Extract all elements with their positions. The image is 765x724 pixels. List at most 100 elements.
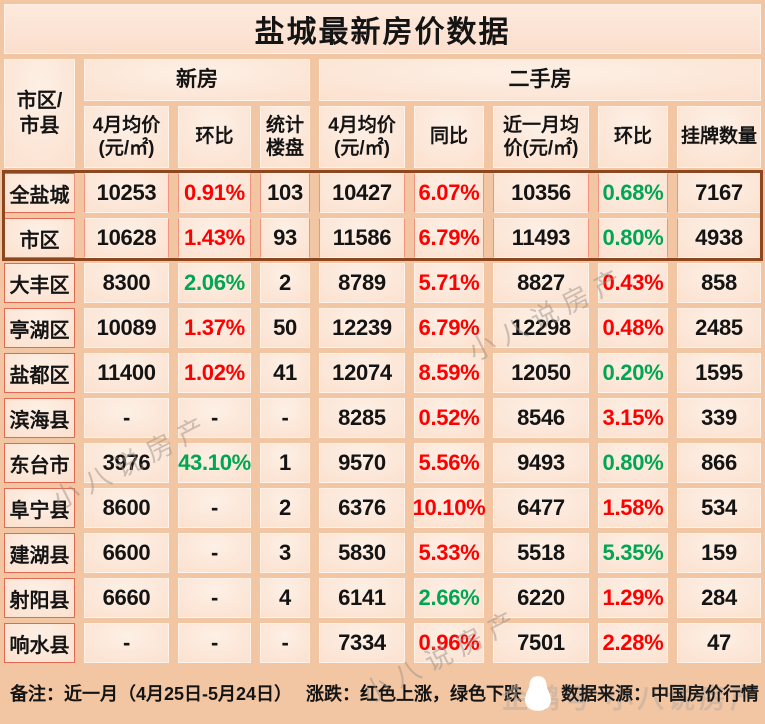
column-header: 近一月均 价(元/㎡) xyxy=(493,106,589,168)
value-cell: 8600 xyxy=(84,488,169,528)
row-label: 市区 xyxy=(4,218,75,258)
value-cell: 9570 xyxy=(319,443,405,483)
value-cell: 4 xyxy=(260,578,310,618)
value-cell: 12050 xyxy=(493,353,589,393)
value-cell: 50 xyxy=(260,308,310,348)
data-source: 数据来源：中国房价行情 xyxy=(522,675,759,711)
value-cell: 3976 xyxy=(84,443,169,483)
value-cell: 8.59% xyxy=(414,353,484,393)
value-cell: 0.80% xyxy=(598,443,668,483)
row-label: 亭湖区 xyxy=(4,308,75,348)
value-cell: 12239 xyxy=(319,308,405,348)
value-cell: 11400 xyxy=(84,353,169,393)
value-cell: - xyxy=(178,488,251,528)
value-cell: 6477 xyxy=(493,488,589,528)
value-cell: 10089 xyxy=(84,308,169,348)
value-cell: 11586 xyxy=(319,218,405,258)
value-cell: 2 xyxy=(260,263,310,303)
value-cell: - xyxy=(260,623,310,663)
value-cell: - xyxy=(178,578,251,618)
data-source-label: 数据来源：中国房价行情 xyxy=(561,684,760,704)
value-cell: 6141 xyxy=(319,578,405,618)
value-cell: 1.58% xyxy=(598,488,668,528)
value-cell: 0.43% xyxy=(598,263,668,303)
value-cell: 1.37% xyxy=(178,308,251,348)
value-cell: 6376 xyxy=(319,488,405,528)
column-header: 4月均价 (元/㎡) xyxy=(319,106,405,168)
value-cell: - xyxy=(84,623,169,663)
value-cell: 6220 xyxy=(493,578,589,618)
value-cell: 0.91% xyxy=(178,173,251,213)
row-label: 东台市 xyxy=(4,443,75,483)
value-cell: 2485 xyxy=(677,308,761,348)
value-cell: 3 xyxy=(260,533,310,573)
column-header: 4月均价 (元/㎡) xyxy=(84,106,169,168)
group-header-new-homes: 新房 xyxy=(84,59,310,101)
value-cell: 10253 xyxy=(84,173,169,213)
value-cell: 12074 xyxy=(319,353,405,393)
value-cell: 8827 xyxy=(493,263,589,303)
column-header: 统计 楼盘 xyxy=(260,106,310,168)
value-cell: 1.29% xyxy=(598,578,668,618)
value-cell: 43.10% xyxy=(178,443,251,483)
value-cell: 1 xyxy=(260,443,310,483)
value-cell: 41 xyxy=(260,353,310,393)
value-cell: 866 xyxy=(677,443,761,483)
value-cell: 93 xyxy=(260,218,310,258)
value-cell: 534 xyxy=(677,488,761,528)
value-cell: 8546 xyxy=(493,398,589,438)
value-cell: 7501 xyxy=(493,623,589,663)
value-cell: 6660 xyxy=(84,578,169,618)
page-title: 盐城最新房价数据 xyxy=(4,4,761,54)
value-cell: 5.35% xyxy=(598,533,668,573)
row-label: 盐都区 xyxy=(4,353,75,393)
value-cell: 10.10% xyxy=(413,488,486,528)
value-cell: 284 xyxy=(677,578,761,618)
row-label: 全盐城 xyxy=(4,173,75,213)
value-cell: 10427 xyxy=(319,173,405,213)
value-cell: 0.80% xyxy=(598,218,668,258)
value-cell: 2.66% xyxy=(414,578,484,618)
row-label: 响水县 xyxy=(4,623,75,663)
value-cell: 6.07% xyxy=(414,173,484,213)
value-cell: 6.79% xyxy=(414,308,484,348)
value-cell: 10628 xyxy=(84,218,169,258)
row-label: 阜宁县 xyxy=(4,488,75,528)
value-cell: 1.02% xyxy=(178,353,251,393)
row-label: 建湖县 xyxy=(4,533,75,573)
value-cell: - xyxy=(178,398,251,438)
value-cell: 858 xyxy=(677,263,761,303)
value-cell: 2.28% xyxy=(598,623,668,663)
value-cell: 5.33% xyxy=(414,533,484,573)
value-cell: 0.68% xyxy=(598,173,668,213)
value-cell: 339 xyxy=(677,398,761,438)
column-header: 同比 xyxy=(414,106,484,168)
penguin-icon xyxy=(525,676,551,711)
value-cell: 6600 xyxy=(84,533,169,573)
value-cell: 8300 xyxy=(84,263,169,303)
value-cell: 11493 xyxy=(493,218,589,258)
value-cell: 159 xyxy=(677,533,761,573)
value-cell: 0.96% xyxy=(414,623,484,663)
value-cell: 4938 xyxy=(677,218,761,258)
value-cell: 10356 xyxy=(493,173,589,213)
value-cell: - xyxy=(178,623,251,663)
value-cell: 0.52% xyxy=(414,398,484,438)
value-cell: - xyxy=(178,533,251,573)
footer: 备注：近一月（4月25日-5月24日） 涨跌：红色上涨，绿色下跌 数据来源：中国… xyxy=(4,668,761,720)
value-cell: 0.20% xyxy=(598,353,668,393)
corner-header: 市区/ 市县 xyxy=(4,59,75,168)
column-header: 挂牌数量 xyxy=(677,106,761,168)
price-table: 盐城最新房价数据 市区/ 市县 新房 二手房 4月均价 (元/㎡) 环比 统计 楼盘… xyxy=(4,4,761,720)
value-cell: 3.15% xyxy=(598,398,668,438)
value-cell: 103 xyxy=(260,173,310,213)
value-cell: 5.56% xyxy=(414,443,484,483)
value-cell: 8285 xyxy=(319,398,405,438)
value-cell: 7167 xyxy=(677,173,761,213)
value-cell: 6.79% xyxy=(414,218,484,258)
value-cell: - xyxy=(84,398,169,438)
group-header-used-homes: 二手房 xyxy=(319,59,761,101)
value-cell: 1.43% xyxy=(178,218,251,258)
value-cell: 7334 xyxy=(319,623,405,663)
value-cell: 12298 xyxy=(493,308,589,348)
